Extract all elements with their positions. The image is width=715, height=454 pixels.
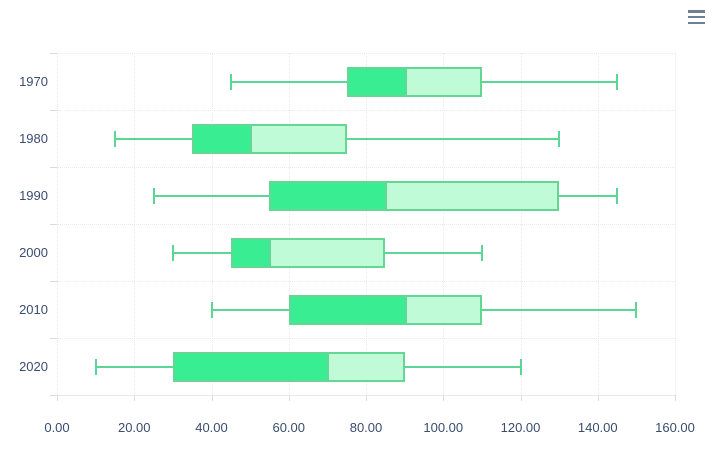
x-tick-label: 0.00 bbox=[44, 420, 70, 435]
row-boundary-gridline bbox=[57, 167, 675, 168]
box-1980[interactable] bbox=[192, 123, 347, 154]
median-line bbox=[327, 353, 330, 380]
x-tick-label: 140.00 bbox=[577, 420, 618, 435]
median-line bbox=[404, 68, 407, 95]
y-category-label: 2020 bbox=[19, 358, 48, 374]
x-axis-tick bbox=[366, 395, 367, 401]
y-category-label: 1990 bbox=[19, 187, 48, 203]
x-axis-tick bbox=[134, 395, 136, 401]
row-boundary-gridline bbox=[57, 224, 675, 225]
box-2000[interactable] bbox=[230, 237, 386, 268]
menu-icon-bar bbox=[688, 10, 705, 13]
x-tick-label: 80.00 bbox=[349, 420, 383, 435]
whisker-cap-max bbox=[616, 73, 619, 90]
x-tick-label: 100.00 bbox=[423, 420, 464, 435]
menu-icon[interactable] bbox=[688, 10, 705, 24]
row-boundary-gridline bbox=[57, 338, 675, 339]
median-line bbox=[385, 182, 388, 209]
whisker-cap-min bbox=[229, 73, 232, 90]
y-axis-tick bbox=[50, 338, 57, 339]
x-axis-tick bbox=[675, 395, 676, 401]
whisker-cap-min bbox=[113, 130, 116, 147]
box-1970[interactable] bbox=[346, 66, 482, 97]
y-category-label: 2010 bbox=[19, 301, 48, 317]
menu-icon-bar bbox=[688, 15, 705, 19]
row-boundary-gridline bbox=[57, 53, 675, 54]
x-axis-tick bbox=[211, 395, 213, 401]
whisker-cap-min bbox=[94, 358, 97, 375]
x-axis-tick bbox=[520, 395, 522, 401]
box-lower-half bbox=[271, 182, 386, 209]
y-axis-tick bbox=[50, 167, 57, 168]
x-tick-label: 160.00 bbox=[655, 420, 695, 435]
median-line bbox=[250, 125, 253, 152]
box-2010[interactable] bbox=[288, 294, 482, 325]
x-tick-label: 40.00 bbox=[195, 420, 228, 435]
y-category-label: 1980 bbox=[19, 130, 48, 146]
whisker-cap-min bbox=[152, 187, 155, 204]
y-category-label: 1970 bbox=[19, 73, 48, 89]
x-tick-label: 60.00 bbox=[272, 420, 306, 435]
box-1990[interactable] bbox=[269, 180, 560, 211]
menu-icon-bar bbox=[688, 21, 705, 24]
median-line bbox=[404, 296, 407, 323]
y-axis-tick bbox=[50, 53, 57, 54]
whisker-cap-min bbox=[210, 301, 213, 318]
whisker-cap-max bbox=[558, 130, 561, 147]
y-axis-tick bbox=[50, 395, 57, 396]
x-gridline bbox=[675, 53, 676, 395]
x-tick-label: 20.00 bbox=[117, 420, 151, 435]
x-tick-label: 120.00 bbox=[500, 420, 541, 435]
median-line bbox=[269, 239, 272, 266]
plot-area bbox=[50, 53, 676, 401]
box-lower-half bbox=[232, 239, 270, 266]
x-axis-tick bbox=[597, 395, 599, 401]
x-axis-tick bbox=[443, 395, 445, 401]
x-axis-line bbox=[57, 395, 675, 396]
y-axis-tick bbox=[50, 110, 57, 111]
box-2020[interactable] bbox=[172, 351, 405, 382]
row-boundary-gridline bbox=[57, 281, 675, 282]
y-axis-tick bbox=[50, 281, 57, 282]
whisker-cap-max bbox=[519, 358, 522, 375]
row-boundary-gridline bbox=[57, 110, 675, 111]
box-lower-half bbox=[290, 296, 405, 323]
box-lower-half bbox=[194, 125, 251, 152]
box-lower-half bbox=[348, 68, 405, 95]
whisker-cap-max bbox=[616, 187, 619, 204]
whisker-cap-max bbox=[480, 244, 483, 261]
y-axis-tick bbox=[50, 224, 57, 225]
x-axis-tick bbox=[288, 395, 290, 401]
whisker-cap-min bbox=[171, 244, 174, 261]
box-lower-half bbox=[174, 353, 328, 380]
x-axis-tick bbox=[57, 395, 58, 401]
whisker-cap-max bbox=[635, 301, 638, 318]
y-category-label: 2000 bbox=[19, 244, 48, 260]
